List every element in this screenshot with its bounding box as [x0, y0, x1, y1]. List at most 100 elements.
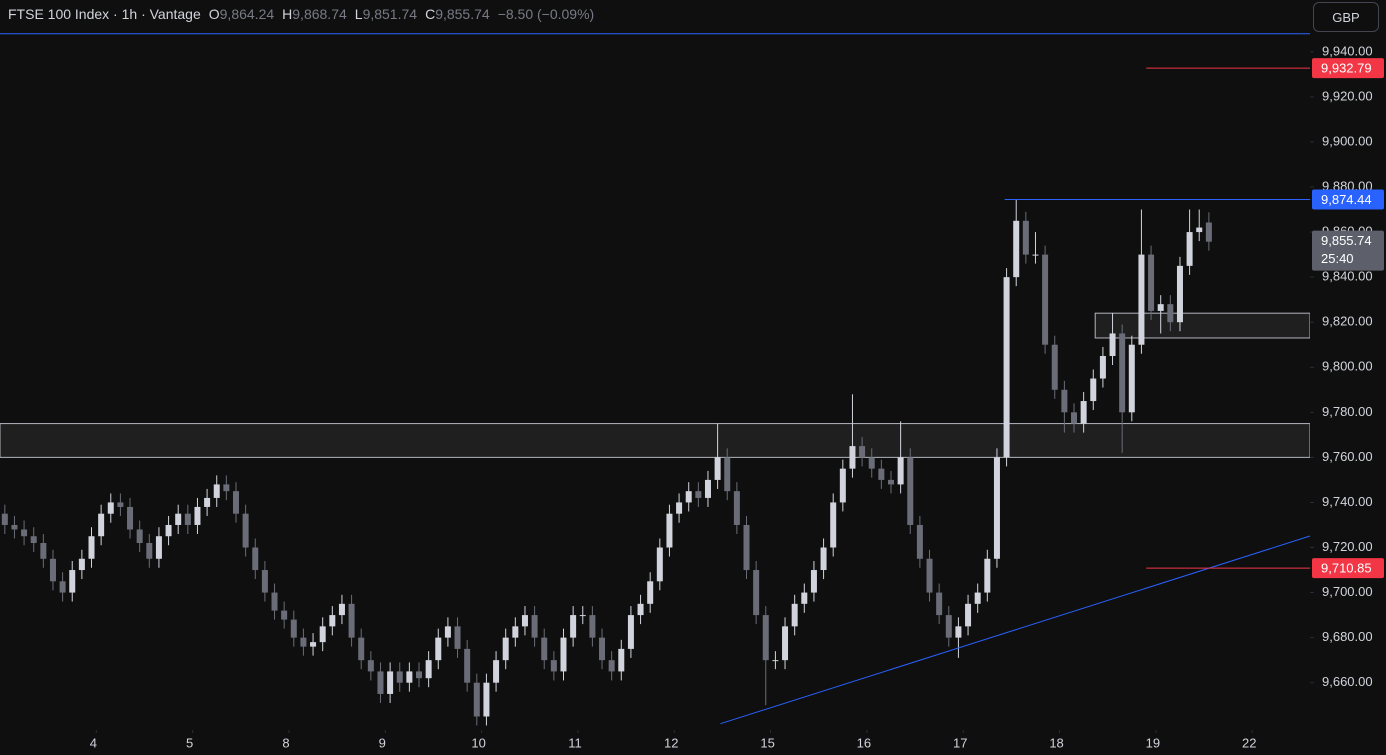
candle-body — [117, 502, 124, 507]
currency-button[interactable]: GBP — [1313, 2, 1379, 32]
candle-body — [213, 484, 220, 498]
level-label-box — [1312, 189, 1384, 210]
x-tick-label: 12 — [664, 735, 678, 750]
candle-body — [1080, 401, 1087, 424]
candle-body — [223, 484, 230, 492]
candle-body — [348, 603, 355, 638]
candle-body — [1176, 265, 1183, 323]
candle-body — [666, 513, 673, 548]
x-tick-label: 4 — [90, 735, 97, 750]
symbol-title: FTSE 100 Index · 1h · Vantage — [8, 6, 201, 22]
candle-body — [993, 457, 1000, 559]
candle-body — [791, 603, 798, 627]
candle-body — [377, 671, 384, 694]
candle-body — [704, 479, 711, 498]
ohlc-key: C — [425, 6, 436, 22]
candle-body — [107, 502, 114, 514]
candle-body — [868, 457, 875, 469]
candle-body — [887, 479, 894, 485]
candle-body — [329, 615, 336, 627]
candle-body — [444, 626, 451, 638]
x-tick-label: 5 — [186, 735, 193, 750]
candle-body — [521, 615, 528, 627]
candle-body — [473, 682, 480, 717]
candle-body — [926, 558, 933, 593]
candle-body — [1003, 277, 1010, 458]
ohlc-key: H — [282, 6, 293, 22]
candle-body — [733, 491, 740, 525]
candle-body — [1148, 254, 1155, 311]
candle-body — [319, 626, 326, 643]
y-tick-label: 9,660.00 — [1322, 674, 1373, 689]
candle-body — [839, 468, 846, 503]
candle-body — [1167, 304, 1174, 323]
y-tick-label: 9,760.00 — [1322, 449, 1373, 464]
candle-body — [300, 637, 307, 647]
level-label: 9,932.79 — [1321, 61, 1372, 76]
candle-body — [637, 603, 644, 616]
candle-body — [59, 581, 66, 593]
current-price-label: 9,855.74 — [1321, 233, 1372, 248]
ohlc-item: O9,864.24 — [209, 6, 274, 22]
candle-body — [464, 648, 471, 683]
countdown: 25:40 — [1321, 251, 1354, 266]
x-tick-label: 10 — [471, 735, 485, 750]
candle-body — [849, 446, 856, 469]
candle-body — [175, 513, 182, 525]
candle-body — [435, 637, 442, 661]
candle-body — [310, 642, 317, 647]
y-tick-label: 9,820.00 — [1322, 314, 1373, 329]
header: FTSE 100 Index · 1h · Vantage O9,864.24 H… — [8, 6, 594, 22]
candle-body — [599, 637, 606, 661]
ohlc-value: 9,864.24 — [219, 6, 275, 22]
candle-body — [146, 542, 153, 559]
candle-body — [724, 457, 731, 492]
candle-body — [493, 660, 500, 683]
y-tick-label: 9,800.00 — [1322, 359, 1373, 374]
current-price-box — [1312, 230, 1384, 271]
candle-body — [1119, 333, 1126, 413]
candle-body — [1, 513, 8, 525]
trendline — [720, 535, 1311, 725]
candle-body — [454, 626, 461, 649]
candle-body — [483, 682, 490, 717]
candle-body — [618, 648, 625, 672]
candle-body — [1090, 378, 1097, 402]
x-tick-label: 15 — [760, 735, 774, 750]
ohlc-value: 9,855.74 — [435, 6, 490, 22]
candle-body — [387, 671, 394, 694]
candle-body — [608, 660, 615, 672]
candle-body — [194, 506, 201, 525]
candle-body — [30, 536, 37, 543]
candle-body — [1138, 254, 1145, 345]
candle-body — [242, 513, 249, 548]
candle-body — [695, 491, 702, 498]
candle-body — [676, 502, 683, 514]
ohlc-key: L — [354, 6, 363, 22]
y-tick-label: 9,940.00 — [1322, 43, 1373, 58]
candle-body — [1061, 389, 1068, 413]
candle-body — [647, 581, 654, 604]
ohlc-item: H9,868.74 — [282, 6, 347, 22]
x-tick-label: 22 — [1242, 735, 1256, 750]
candle-body — [936, 592, 943, 616]
candle-body — [49, 558, 56, 582]
candle-body — [1013, 220, 1020, 278]
candle-body — [155, 536, 162, 559]
candle-body — [1051, 344, 1058, 390]
candle-body — [11, 524, 18, 530]
candle-body — [782, 626, 789, 661]
zone — [0, 423, 1311, 458]
candle-body — [916, 524, 923, 559]
candle-body — [560, 637, 567, 672]
candle-body — [502, 637, 509, 661]
candle-body — [232, 491, 239, 514]
candle-body — [897, 457, 904, 485]
candle-body — [69, 570, 76, 593]
x-tick-label: 16 — [857, 735, 871, 750]
candle-body — [367, 660, 374, 672]
candle-body — [1186, 232, 1193, 266]
zone — [1094, 312, 1311, 339]
x-tick-label: 17 — [953, 735, 967, 750]
level-label-box — [1312, 58, 1384, 79]
